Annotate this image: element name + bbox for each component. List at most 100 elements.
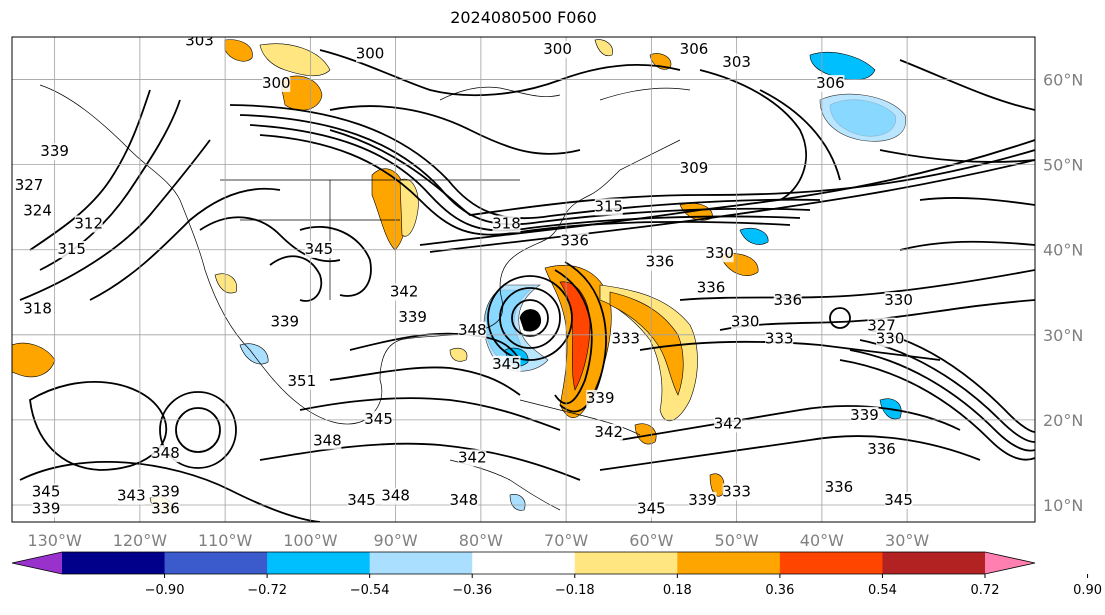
svg-text:327: 327 xyxy=(867,317,896,335)
svg-text:312: 312 xyxy=(74,214,103,232)
positive-anomaly-west xyxy=(214,273,238,294)
latitude-label: 60°N xyxy=(1043,71,1083,90)
contour-label: 309 xyxy=(680,159,709,178)
contour-label: 318 xyxy=(492,214,521,233)
contour-label: 315 xyxy=(57,240,86,258)
colorbar-tick-label: 0.90 xyxy=(1073,583,1102,598)
svg-text:348: 348 xyxy=(151,444,180,462)
graticule xyxy=(12,37,1035,522)
colorbar-segment xyxy=(164,552,268,574)
contour-label: 339 xyxy=(270,312,299,331)
svg-text:345: 345 xyxy=(884,491,913,509)
latitude-label: 10°N xyxy=(1043,496,1083,515)
negative-anomaly-east-atl-1 xyxy=(739,228,769,245)
contour-label: 339 xyxy=(688,491,717,509)
negative-anomaly-north-atlantic-light xyxy=(819,93,907,142)
svg-text:318: 318 xyxy=(492,214,521,232)
svg-text:330: 330 xyxy=(876,329,905,347)
contour-label: 327 xyxy=(15,176,44,195)
longitude-label: 100°W xyxy=(283,531,338,550)
contour-label: 342 xyxy=(390,283,418,301)
contour-label: 336 xyxy=(151,499,180,518)
svg-text:330: 330 xyxy=(731,312,760,330)
svg-text:339: 339 xyxy=(151,482,180,500)
negative-anomaly-mexico xyxy=(239,343,269,365)
svg-text:342: 342 xyxy=(594,423,623,441)
colorbar-extend-max xyxy=(985,552,1035,574)
contour-label: 339 xyxy=(586,389,615,407)
colorbar-segment xyxy=(267,552,371,574)
contour-label: 324 xyxy=(23,202,52,220)
contour-label: 330 xyxy=(884,291,913,310)
svg-text:348: 348 xyxy=(450,491,479,509)
contour-label: 333 xyxy=(722,482,751,501)
positive-anomaly-canada-3 xyxy=(259,43,331,77)
contour-label: 345 xyxy=(32,482,60,501)
svg-text:303: 303 xyxy=(722,53,751,71)
latitude-labels: 10°N 20°N 30°N 40°N 50°N 60°N xyxy=(1043,71,1083,515)
colorbar: −0.90 −0.72 −0.54 −0.36 −0.18 0.18 0.36 0.54 0.7… xyxy=(11,551,1102,598)
svg-text:333: 333 xyxy=(765,329,794,347)
colorbar-tick-label: 0.36 xyxy=(765,583,794,598)
contour-label: 330 xyxy=(705,244,734,263)
svg-text:339: 339 xyxy=(586,389,615,407)
svg-text:336: 336 xyxy=(560,231,589,249)
svg-text:306: 306 xyxy=(816,74,845,92)
svg-text:345: 345 xyxy=(305,240,334,258)
svg-text:339: 339 xyxy=(40,142,69,160)
svg-text:339: 339 xyxy=(270,312,299,330)
map-title: 2024080500 F060 xyxy=(450,8,597,27)
svg-text:339: 339 xyxy=(398,308,427,326)
contour-label: 303 xyxy=(722,53,751,71)
svg-text:300: 300 xyxy=(543,40,572,58)
contour-label: 300 xyxy=(356,44,384,63)
positive-anomaly-caribbean-2 xyxy=(709,473,725,497)
contour-label: 342 xyxy=(594,423,623,441)
contour-label: 300 xyxy=(262,74,291,93)
svg-text:336: 336 xyxy=(646,253,675,271)
longitude-label: 70°W xyxy=(544,531,588,550)
contour-label: 348 xyxy=(151,444,180,463)
latitude-label: 30°N xyxy=(1043,326,1083,345)
positive-anomaly-caribbean xyxy=(634,423,657,445)
colorbar-extend-min xyxy=(12,552,62,574)
contour-label: 327 xyxy=(867,317,896,335)
colorbar-tick-label: −0.72 xyxy=(247,583,287,598)
svg-text:336: 336 xyxy=(151,499,180,517)
positive-anomaly-orange-plume xyxy=(609,291,684,396)
contour-label: 333 xyxy=(765,329,794,348)
longitude-label: 90°W xyxy=(374,531,418,550)
contour-label: 312 xyxy=(74,214,103,233)
svg-text:345: 345 xyxy=(364,410,393,428)
svg-text:342: 342 xyxy=(458,448,487,466)
contour-label: 345 xyxy=(364,410,393,429)
contour-label: 336 xyxy=(697,278,725,297)
shaded-fields xyxy=(12,39,907,514)
contour-label: 348 xyxy=(458,321,487,339)
svg-text:333: 333 xyxy=(611,329,640,347)
contour-label: 336 xyxy=(646,253,675,271)
svg-text:336: 336 xyxy=(867,440,896,458)
colorbar-tick-label: 0.54 xyxy=(868,583,897,598)
latitude-label: 40°N xyxy=(1043,241,1083,260)
svg-text:342: 342 xyxy=(714,414,743,432)
svg-text:330: 330 xyxy=(884,291,913,309)
svg-text:300: 300 xyxy=(262,74,291,92)
contour-label: 306 xyxy=(680,40,708,59)
colorbar-tick-label: −0.54 xyxy=(350,583,390,598)
svg-text:348: 348 xyxy=(458,321,487,339)
colorbar-segment xyxy=(882,552,986,574)
longitude-label: 30°W xyxy=(885,531,929,550)
svg-text:348: 348 xyxy=(313,431,342,449)
contour-label: 336 xyxy=(773,291,802,310)
svg-text:309: 309 xyxy=(680,159,709,177)
colorbar-tick-label: −0.90 xyxy=(145,583,185,598)
positive-anomaly-canada-2 xyxy=(224,39,253,62)
contour-label: 336 xyxy=(825,478,853,497)
contour-label: 348 xyxy=(381,487,410,505)
svg-text:327: 327 xyxy=(15,176,44,194)
colorbar-segment xyxy=(62,552,166,574)
